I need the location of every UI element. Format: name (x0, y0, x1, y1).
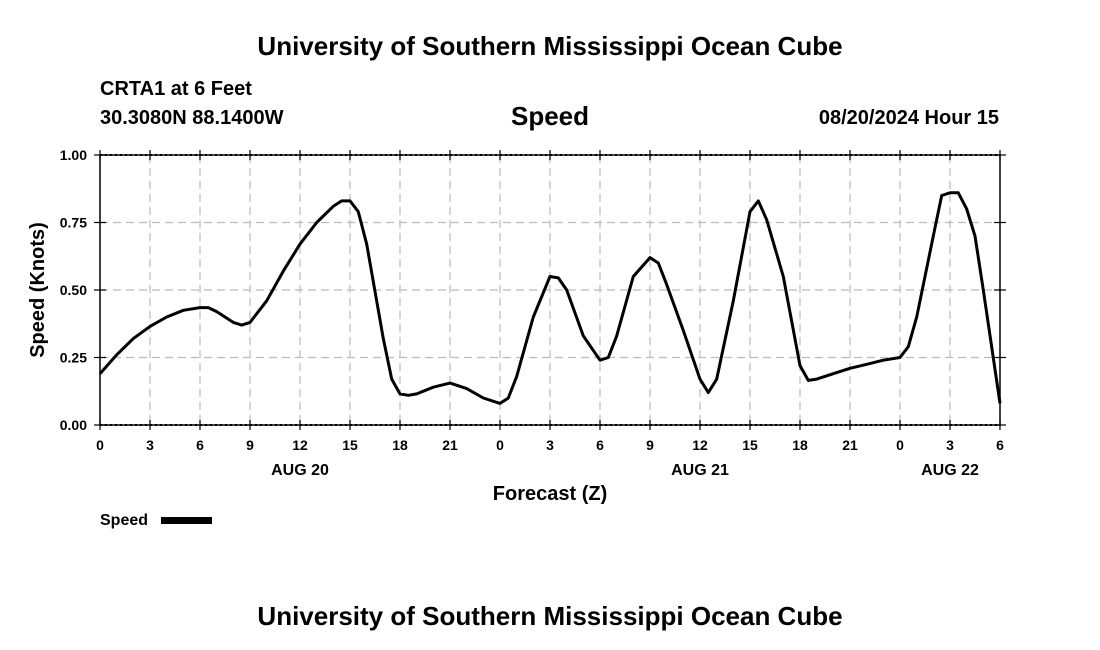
y-tick-label: 0.25 (60, 350, 87, 366)
x-tick-label: 9 (246, 437, 254, 453)
footer-title: University of Southern Mississippi Ocean… (257, 601, 842, 631)
x-tick-label: 21 (442, 437, 458, 453)
forecast-datetime: 08/20/2024 Hour 15 (819, 107, 999, 129)
x-axis-label: Forecast (Z) (493, 483, 607, 505)
x-tick-label: 21 (842, 437, 858, 453)
x-tick-label: 15 (742, 437, 758, 453)
y-tick-label: 0.75 (60, 215, 87, 231)
x-tick-label: 12 (292, 437, 308, 453)
x-tick-label: 15 (342, 437, 358, 453)
x-tick-label: 18 (392, 437, 408, 453)
x-tick-label: 6 (996, 437, 1004, 453)
x-tick-label: 3 (946, 437, 954, 453)
x-tick-label: 3 (546, 437, 554, 453)
legend-label: Speed (100, 512, 148, 529)
grid-lines (100, 155, 1000, 425)
x-tick-label: 0 (496, 437, 504, 453)
x-tick-label: 9 (646, 437, 654, 453)
x-tick-label: 0 (96, 437, 104, 453)
x-tick-label: 18 (792, 437, 808, 453)
y-tick-label: 1.00 (60, 147, 87, 163)
x-tick-label: 3 (146, 437, 154, 453)
day-label: AUG 22 (921, 462, 979, 479)
header-title: University of Southern Mississippi Ocean… (257, 31, 842, 61)
x-tick-label: 0 (896, 437, 904, 453)
legend-swatch (161, 517, 212, 524)
y-tick-label: 0.50 (60, 282, 87, 298)
x-tick-label: 6 (196, 437, 204, 453)
speed-series-line (98, 191, 1002, 405)
chart-title: Speed (511, 101, 589, 131)
y-axis-label: Speed (Knots) (27, 222, 49, 358)
day-label: AUG 21 (671, 462, 729, 479)
x-tick-label: 12 (692, 437, 708, 453)
station-coords: 30.3080N 88.1400W (100, 107, 284, 129)
y-tick-label: 0.00 (60, 417, 87, 433)
day-label: AUG 20 (271, 462, 329, 479)
station-label: CRTA1 at 6 Feet (100, 78, 252, 100)
axis-ticks (94, 150, 1006, 430)
x-tick-label: 6 (596, 437, 604, 453)
